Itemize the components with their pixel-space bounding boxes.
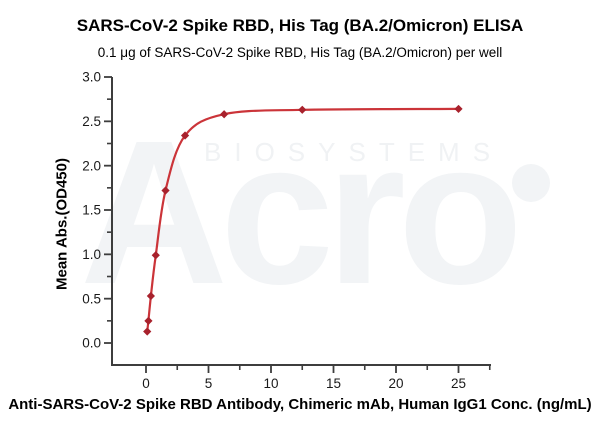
x-tick-label: 5 [205,376,213,391]
y-tick-label: 2.5 [82,114,101,129]
x-tick-label: 0 [142,376,150,391]
data-point-marker [151,251,160,260]
data-point-marker [161,186,170,195]
acro-logo-dot-icon [512,164,550,202]
data-point-marker [143,327,152,336]
y-tick-label: 3.0 [82,70,101,85]
x-tick-label: 15 [326,376,341,391]
data-point-marker [220,110,229,119]
x-tick-label: 10 [263,376,278,391]
y-tick-label: 0.0 [82,336,101,351]
data-point-marker [180,131,190,140]
y-tick-label: 2.0 [82,158,101,173]
data-point-marker [144,316,153,325]
axis-frame [111,77,491,366]
y-tick-label: 0.5 [82,291,101,306]
data-point-marker [298,105,307,114]
biosystems-watermark: BIOSYSTEMS [204,137,504,167]
data-point-marker [454,104,463,114]
data-point-marker [146,291,155,301]
y-tick-label: 1.5 [82,203,101,218]
acro-logo-watermark: Acro [80,98,523,327]
x-tick-label: 25 [451,376,466,391]
chart-subtitle: 0.1 μg of SARS-CoV-2 Spike RBD, His Tag … [97,45,503,60]
y-axis-title: Mean Abs.(OD450) [53,158,71,290]
chart-title: SARS-CoV-2 Spike RBD, His Tag (BA.2/Omic… [76,16,524,35]
fit-curve [146,107,459,332]
x-tick-label: 20 [388,376,403,391]
x-axis-title: Anti-SARS-CoV-2 Spike RBD Antibody, Chim… [8,396,592,413]
y-tick-label: 1.0 [82,247,101,262]
